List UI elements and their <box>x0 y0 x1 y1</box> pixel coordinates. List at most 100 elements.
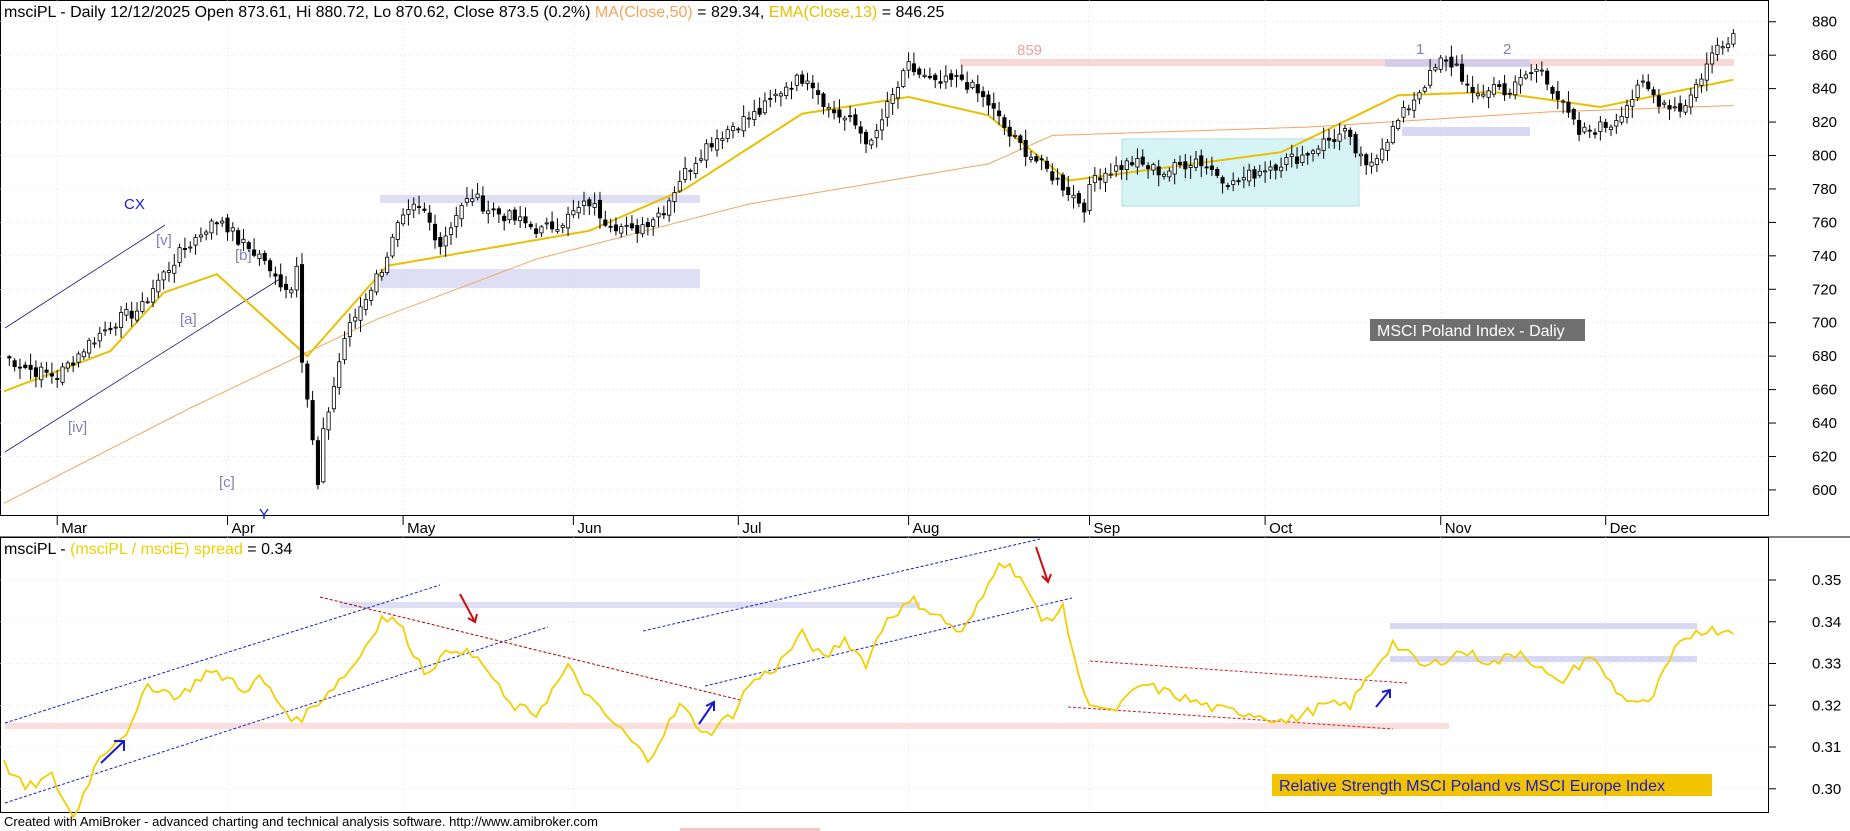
candle-body <box>507 210 512 221</box>
candle-body <box>33 367 38 377</box>
candle-body <box>1603 122 1608 128</box>
annotation-lower: Relative Strength MSCI Poland vs MSCI Eu… <box>1279 778 1665 795</box>
footer-mark <box>680 828 820 831</box>
candle-body <box>1188 165 1193 168</box>
candle-body <box>752 111 757 120</box>
candle-body <box>672 192 677 202</box>
y-tick-label: 0.33 <box>1812 656 1841 673</box>
candle-body <box>1497 84 1502 88</box>
candle-body <box>539 226 544 234</box>
wave-label-2: 2 <box>1503 41 1511 58</box>
level-label-859: 859 <box>1017 42 1042 59</box>
candle-body <box>613 224 618 232</box>
candle-body <box>1183 161 1188 170</box>
candle-body <box>789 87 794 90</box>
wave-label-c: [c] <box>219 474 235 491</box>
candle-body <box>379 272 384 277</box>
x-month-label: Sep <box>1094 520 1121 537</box>
candle-body <box>949 73 954 80</box>
candle-body <box>17 366 23 369</box>
candle-body <box>1619 115 1624 123</box>
candle-body <box>236 230 241 245</box>
candle-body <box>688 169 693 172</box>
candle-body <box>624 224 629 227</box>
candle-body <box>1103 172 1108 183</box>
candle-body <box>778 93 783 97</box>
candle-body <box>1082 202 1087 213</box>
y-tick-label: 780 <box>1812 181 1837 198</box>
lower-channel-1-top <box>4 584 441 724</box>
candle-body <box>762 100 767 114</box>
candle-body <box>337 361 342 388</box>
candle-body <box>534 228 539 234</box>
ma50-path <box>3 105 1734 504</box>
candle-body <box>1630 99 1635 107</box>
candle-body <box>1406 108 1411 111</box>
candle-body <box>427 212 432 223</box>
candle-body <box>720 138 725 141</box>
candle-body <box>544 222 549 225</box>
candle-body <box>1321 138 1326 151</box>
arrow-red-2 <box>1035 546 1052 584</box>
candle-body <box>294 265 299 291</box>
candle-body <box>587 199 592 207</box>
candle-body <box>475 193 480 199</box>
candle-body <box>1672 106 1677 109</box>
y-tick-label: 0.31 <box>1812 739 1841 756</box>
y-tick-label: 0.34 <box>1812 614 1841 631</box>
candle-body <box>1076 193 1081 204</box>
lower-panel <box>0 537 1769 813</box>
candle-body <box>1140 156 1145 165</box>
candle-body <box>704 143 709 161</box>
candle-body <box>1018 135 1023 143</box>
candle-body <box>959 74 964 80</box>
candle-body <box>714 138 720 151</box>
candle-body <box>177 247 182 263</box>
candle-body <box>65 362 70 369</box>
candle-body <box>645 222 650 228</box>
lower-downtrend <box>319 596 741 701</box>
lower-channel-2-bottom <box>704 597 1073 687</box>
candle-body <box>1364 154 1369 166</box>
candle-body <box>1454 63 1459 66</box>
candle-body <box>1534 68 1539 72</box>
candle-body <box>997 110 1002 117</box>
candle-body <box>938 81 943 84</box>
candle-body <box>1034 156 1039 162</box>
y-tick-label: 640 <box>1812 415 1837 432</box>
candle-body <box>97 332 102 342</box>
candle-body <box>1204 166 1209 169</box>
candle-body <box>1167 170 1172 178</box>
x-month-label: Nov <box>1445 520 1472 537</box>
candle-body <box>496 208 501 215</box>
annotation-upper: MSCI Poland Index - Daliy <box>1377 323 1565 340</box>
candle-body <box>1156 166 1161 176</box>
candle-body <box>156 279 161 293</box>
candle-body <box>1550 86 1555 94</box>
candle-body <box>1098 177 1103 181</box>
channel-upper-line <box>4 224 166 329</box>
candle-body <box>1002 117 1007 128</box>
candle-body <box>805 80 810 84</box>
candle-body <box>363 299 368 310</box>
candle-body <box>1715 44 1720 55</box>
candle-body <box>1252 169 1257 179</box>
candle-body <box>1513 81 1518 96</box>
candle-body <box>315 440 321 486</box>
candle-body <box>1539 69 1544 72</box>
candle-body <box>1055 177 1060 180</box>
candle-body <box>1028 156 1034 160</box>
candle-body <box>454 215 459 227</box>
candle-body <box>869 139 874 146</box>
candle-body <box>608 225 613 228</box>
lower-channel-2-top <box>642 538 1041 632</box>
candle-body <box>1523 74 1528 79</box>
candle-body <box>965 82 970 90</box>
candle-body <box>1688 94 1693 108</box>
candle-body <box>1662 102 1667 105</box>
candle-body <box>1119 165 1124 170</box>
candle-body <box>1300 154 1305 163</box>
candle-body <box>353 316 358 322</box>
candle-body <box>1135 158 1140 168</box>
arrow-blue-2 <box>698 700 715 725</box>
